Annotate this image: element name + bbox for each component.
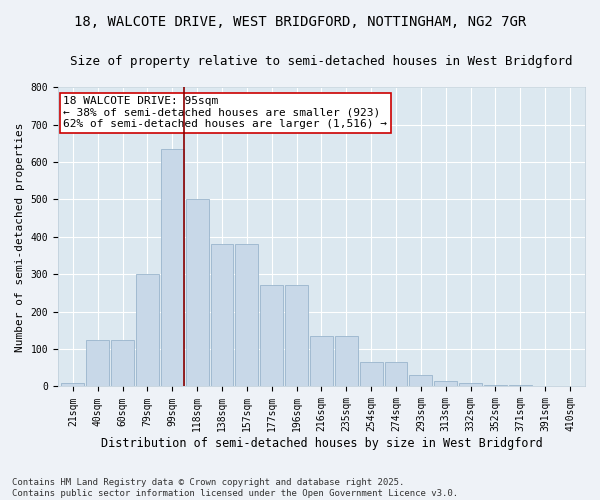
Bar xyxy=(185,200,209,386)
Bar xyxy=(360,362,383,386)
Bar xyxy=(285,286,308,386)
Bar xyxy=(434,381,457,386)
Title: Size of property relative to semi-detached houses in West Bridgford: Size of property relative to semi-detach… xyxy=(70,55,573,68)
Bar xyxy=(235,244,258,386)
Y-axis label: Number of semi-detached properties: Number of semi-detached properties xyxy=(15,122,25,352)
Bar xyxy=(385,362,407,386)
X-axis label: Distribution of semi-detached houses by size in West Bridgford: Distribution of semi-detached houses by … xyxy=(101,437,542,450)
Bar xyxy=(310,336,333,386)
Bar xyxy=(61,382,84,386)
Text: 18, WALCOTE DRIVE, WEST BRIDGFORD, NOTTINGHAM, NG2 7GR: 18, WALCOTE DRIVE, WEST BRIDGFORD, NOTTI… xyxy=(74,15,526,29)
Text: Contains HM Land Registry data © Crown copyright and database right 2025.
Contai: Contains HM Land Registry data © Crown c… xyxy=(12,478,458,498)
Bar xyxy=(161,149,184,386)
Bar xyxy=(211,244,233,386)
Bar xyxy=(111,340,134,386)
Bar xyxy=(459,382,482,386)
Bar xyxy=(335,336,358,386)
Text: 18 WALCOTE DRIVE: 95sqm
← 38% of semi-detached houses are smaller (923)
62% of s: 18 WALCOTE DRIVE: 95sqm ← 38% of semi-de… xyxy=(63,96,387,130)
Bar xyxy=(260,286,283,386)
Bar xyxy=(86,340,109,386)
Bar xyxy=(484,384,507,386)
Bar xyxy=(136,274,159,386)
Bar xyxy=(409,376,433,386)
